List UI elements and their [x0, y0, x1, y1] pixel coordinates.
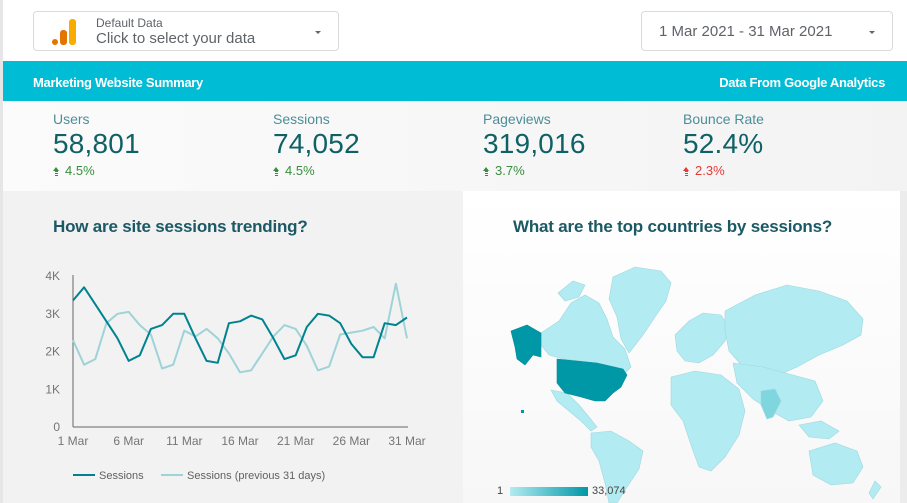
data-source-selector[interactable]: Default Data Click to select your data — [33, 11, 339, 51]
x-tick-label: 21 Mar — [277, 434, 314, 448]
legend-gradient-bar — [510, 487, 588, 496]
country-united-states-hawaii[interactable] — [521, 410, 524, 413]
x-tick-label: 31 Mar — [388, 434, 425, 448]
date-range-picker[interactable]: 1 Mar 2021 - 31 Mar 2021 — [641, 11, 893, 51]
country-greenland[interactable] — [608, 266, 672, 354]
scorecard-users[interactable]: Users 58,801 4.5% — [53, 101, 253, 191]
delta-value: 3.7% — [495, 163, 525, 178]
country-australia[interactable] — [808, 442, 864, 486]
report-title: Marketing Website Summary — [33, 75, 203, 90]
panel-title: How are site sessions trending? — [53, 217, 308, 236]
scorecard-label: Pageviews — [483, 111, 551, 127]
arrow-up-icon — [683, 167, 690, 176]
delta-value: 4.5% — [285, 163, 315, 178]
scorecard-row: Users 58,801 4.5% Sessions 74,052 4.5% P… — [3, 101, 907, 191]
sessions-line-chart[interactable]: 0 1K 2K 3K 4K 1 Mar 6 Mar 11 Mar 16 Mar 21 Mar 26… — [0, 0, 460, 503]
y-tick-label: 2K — [45, 345, 60, 359]
country-africa[interactable] — [670, 370, 746, 472]
scorecard-label: Users — [53, 111, 90, 127]
x-tick-label: 16 Mar — [221, 434, 258, 448]
legend-label-sessions-previous: Sessions (previous 31 days) — [187, 470, 325, 482]
y-tick-label: 0 — [53, 420, 60, 434]
scorecard-value: 58,801 — [53, 128, 140, 159]
legend-max-value: 33,074 — [592, 485, 626, 497]
scorecard-delta: 4.5% — [53, 163, 95, 178]
series-sessions-previous[interactable] — [72, 282, 408, 374]
series-sessions[interactable] — [72, 286, 408, 364]
country-south-america[interactable] — [590, 430, 644, 503]
chevron-down-icon — [315, 31, 321, 34]
legend-label-sessions: Sessions — [99, 470, 144, 482]
country-united-states-alaska[interactable] — [510, 324, 542, 366]
scorecard-delta: 3.7% — [483, 163, 525, 178]
chart-legend: Sessions Sessions (previous 31 days) — [73, 470, 325, 482]
arrow-up-icon — [53, 167, 60, 176]
scorecard-value: 74,052 — [273, 128, 360, 159]
arrow-up-icon — [273, 167, 280, 176]
right-edge — [900, 191, 907, 503]
scorecard-pageviews[interactable]: Pageviews 319,016 3.7% — [483, 101, 683, 191]
country-mexico[interactable] — [550, 389, 598, 432]
scorecard-sessions[interactable]: Sessions 74,052 4.5% — [273, 101, 473, 191]
country-united-states[interactable] — [556, 358, 628, 402]
country-new-zealand[interactable] — [868, 480, 882, 500]
x-tick-label: 6 Mar — [113, 434, 144, 448]
delta-value: 2.3% — [695, 163, 725, 178]
scorecard-bounce-rate[interactable]: Bounce Rate 52.4% 2.3% — [683, 101, 883, 191]
date-range-value: 1 Mar 2021 - 31 Mar 2021 — [659, 23, 833, 40]
left-edge — [0, 0, 3, 503]
scorecard-label: Bounce Rate — [683, 111, 764, 127]
scorecard-value: 319,016 — [483, 128, 586, 159]
legend-min-value: 1 — [497, 485, 504, 497]
scorecard-delta: 4.5% — [273, 163, 315, 178]
country-canada-islands[interactable] — [557, 280, 586, 302]
data-source-value: Click to select your data — [96, 30, 256, 47]
arrow-up-icon — [483, 167, 490, 176]
world-geo-map[interactable] — [463, 255, 900, 503]
country-asia[interactable] — [732, 362, 824, 422]
panel-title: What are the top countries by sessions? — [513, 217, 833, 236]
x-tick-label: 26 Mar — [333, 434, 370, 448]
y-axis: 0 1K 2K 3K 4K — [45, 269, 60, 434]
y-tick-label: 3K — [45, 307, 60, 321]
sessions-trend-panel: How are site sessions trending? — [3, 191, 463, 503]
y-tick-label: 4K — [45, 269, 60, 283]
scorecard-delta: 2.3% — [683, 163, 725, 178]
x-tick-label: 1 Mar — [58, 434, 89, 448]
google-analytics-icon — [51, 19, 79, 45]
chevron-down-icon — [869, 31, 875, 34]
country-indonesia[interactable] — [798, 420, 840, 440]
y-tick-label: 1K — [45, 382, 60, 396]
report-header-banner: Marketing Website Summary Data From Goog… — [3, 61, 907, 101]
country-india[interactable] — [760, 388, 782, 420]
scorecard-value: 52.4% — [683, 128, 764, 159]
scorecard-label: Sessions — [273, 111, 330, 127]
delta-value: 4.5% — [65, 163, 95, 178]
data-source-caption: Data From Google Analytics — [719, 75, 885, 90]
country-europe[interactable] — [674, 312, 730, 364]
x-tick-label: 11 Mar — [166, 434, 202, 448]
country-russia[interactable] — [724, 284, 864, 378]
x-axis: 1 Mar 6 Mar 11 Mar 16 Mar 21 Mar 26 Mar 31 Mar — [58, 434, 426, 448]
country-canada[interactable] — [540, 294, 632, 376]
data-source-label: Default Data — [96, 16, 163, 30]
